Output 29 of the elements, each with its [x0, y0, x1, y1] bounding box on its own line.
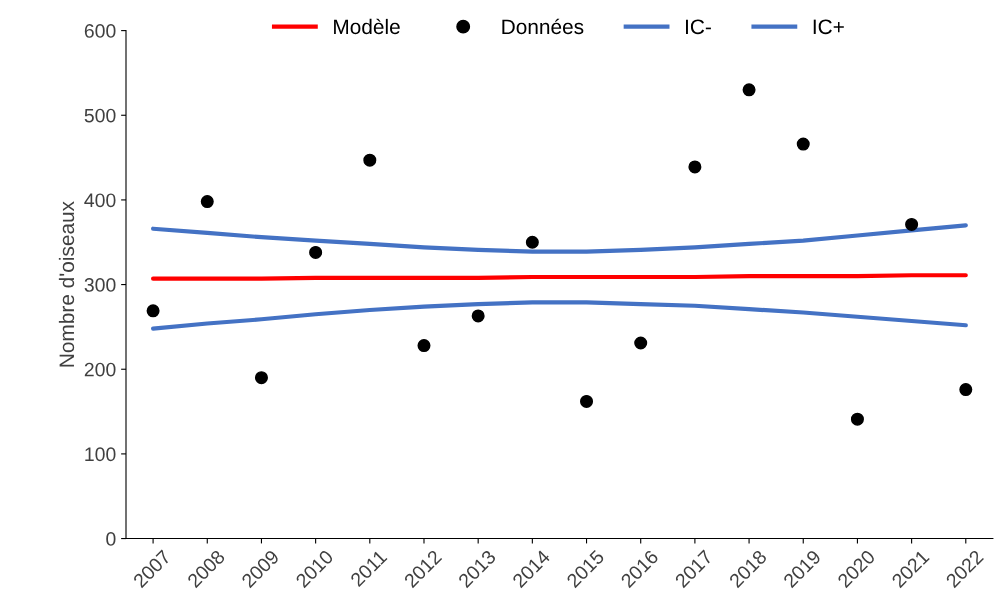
point [742, 83, 756, 97]
y-tick-label: 100 [85, 447, 116, 462]
y-tick-label: 200 [84, 362, 116, 377]
point [850, 412, 864, 426]
point [417, 339, 431, 353]
y-tick-label: 300 [84, 278, 116, 292]
y-axis-title: Nombre d'oiseaux [58, 201, 75, 367]
point [309, 245, 323, 259]
point [796, 137, 810, 151]
point [905, 217, 919, 231]
point [634, 336, 648, 350]
point [363, 153, 377, 167]
legend-label: IC- [686, 19, 711, 35]
point [959, 383, 973, 397]
point [254, 371, 268, 385]
point [580, 394, 594, 408]
y-tick-label: 600 [84, 24, 116, 38]
y-tick-label: 0 [106, 532, 116, 546]
legend-label: IC+ [813, 19, 844, 35]
point [525, 235, 539, 249]
y-tick-label: 500 [84, 108, 116, 123]
point [471, 309, 485, 323]
line-series [151, 300, 968, 331]
legend-label: Modèle [334, 18, 400, 35]
point [688, 160, 702, 174]
legend-label: Données [502, 18, 584, 35]
point [146, 304, 160, 318]
point [200, 195, 214, 209]
y-tick-label: 400 [84, 193, 116, 208]
